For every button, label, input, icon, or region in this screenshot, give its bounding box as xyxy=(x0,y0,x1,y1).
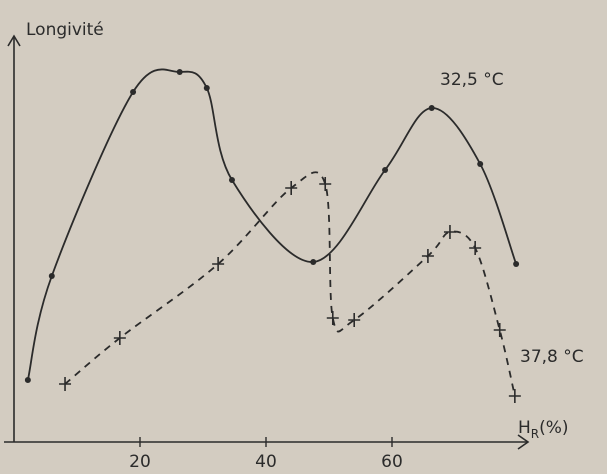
x-label-unit: (%) xyxy=(539,418,568,438)
point xyxy=(382,167,389,173)
point xyxy=(319,177,332,191)
series-line xyxy=(64,171,516,397)
point xyxy=(113,331,126,345)
point xyxy=(477,161,484,167)
y-axis-label: Longivité xyxy=(26,20,104,40)
point xyxy=(176,69,183,75)
x-label-sub: R xyxy=(531,427,539,441)
point xyxy=(212,257,225,271)
point xyxy=(59,377,72,391)
point xyxy=(130,89,137,95)
x-axis-label: HR(%) xyxy=(518,418,569,441)
series-label: 37,8 °C xyxy=(520,347,584,367)
point xyxy=(508,389,521,403)
point xyxy=(443,225,456,239)
point xyxy=(24,377,31,383)
point xyxy=(228,177,235,183)
point xyxy=(326,311,339,325)
point xyxy=(285,181,298,195)
point xyxy=(310,259,317,265)
point xyxy=(348,313,361,327)
point xyxy=(421,249,434,263)
point xyxy=(48,273,55,279)
x-tick-label: 60 xyxy=(381,452,403,472)
x-tick-label: 20 xyxy=(129,452,151,472)
point xyxy=(469,241,482,255)
x-tick-label: 40 xyxy=(255,452,277,472)
series-label: 32,5 °C xyxy=(440,70,504,90)
point xyxy=(493,323,506,337)
point xyxy=(428,105,435,111)
point xyxy=(203,85,210,91)
x-arrow xyxy=(517,434,530,450)
point xyxy=(513,261,520,267)
y-arrow xyxy=(7,34,21,47)
x-label-main: H xyxy=(518,418,531,438)
